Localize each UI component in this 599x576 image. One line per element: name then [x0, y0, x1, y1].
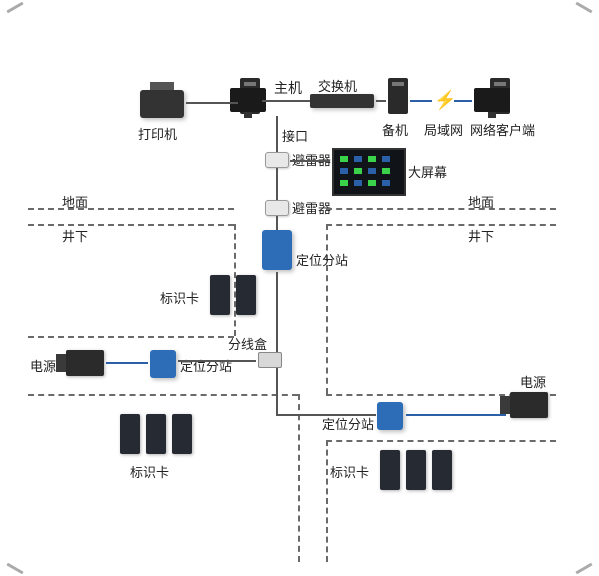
conn-host-spd1 — [276, 116, 278, 152]
bigscreen-icon — [332, 148, 406, 196]
dash-under-right — [326, 224, 556, 226]
power-left-label: 电源 — [30, 356, 56, 375]
jbox-icon — [258, 352, 282, 368]
conn-jbox-down — [276, 368, 278, 414]
frame-corner — [575, 2, 592, 14]
dash-right-down — [326, 440, 328, 562]
lan-label: 局域网 — [424, 120, 463, 139]
host-label: 主机 — [274, 78, 302, 98]
dash-mid-bottom — [28, 394, 298, 396]
frame-corner — [575, 563, 592, 575]
jbox-node — [258, 352, 282, 368]
idcard-icon — [406, 450, 426, 490]
power-left-node — [66, 350, 104, 376]
substation3-label: 定位分站 — [322, 414, 374, 433]
spd-icon — [265, 152, 289, 168]
bigscreen-node — [332, 148, 406, 196]
conn-lan-client — [454, 100, 472, 102]
idcard-icon — [210, 275, 230, 315]
switch-node — [310, 94, 374, 108]
frame-corner — [6, 563, 23, 575]
under-left-label: 井下 — [62, 226, 88, 245]
dash-surface-right — [326, 208, 556, 210]
switch-label: 交换机 — [318, 76, 357, 95]
dash-mid-top — [28, 336, 234, 338]
substation-icon — [377, 402, 403, 430]
dash-under-left — [28, 224, 234, 226]
power-icon — [66, 350, 104, 376]
dash-mid-down — [298, 394, 300, 562]
host-monitor-icon — [230, 88, 266, 112]
client-monitor-icon — [474, 88, 510, 112]
backup-tower-icon — [388, 78, 408, 114]
conn-sub2-jbox — [178, 360, 256, 362]
dash-right-bottom — [326, 440, 556, 442]
conn-spd-screen — [290, 160, 330, 162]
substation-icon — [262, 230, 292, 270]
conn-spd1-spd2 — [276, 168, 278, 200]
conn-sub1-jbox — [276, 272, 278, 352]
idcard-icon — [432, 450, 452, 490]
power-right-node — [510, 392, 548, 418]
spd-icon — [265, 200, 289, 216]
idcard-icon — [236, 275, 256, 315]
dash-surface-left — [28, 208, 234, 210]
idcard1-label: 标识卡 — [160, 288, 199, 307]
substation2-node — [150, 350, 176, 378]
backup-node — [388, 78, 408, 114]
conn-powerl-sub2 — [106, 362, 148, 364]
conn-sub3-powerr — [406, 414, 506, 416]
frame-corner — [6, 2, 23, 14]
conn-host-switch — [262, 100, 310, 102]
substation1-node — [262, 230, 292, 270]
interface-label: 接口 — [282, 126, 308, 145]
diagram-canvas: 打印机 主机 交换机 备机 ⚡ 局域网 网络客户端 接口 避雷器 避雷器 — [0, 0, 599, 576]
power-right-label: 电源 — [520, 372, 546, 391]
client-node — [490, 78, 510, 114]
host-node — [240, 78, 260, 114]
client-label: 网络客户端 — [470, 120, 535, 139]
printer-icon — [140, 90, 184, 118]
substation2-label: 定位分站 — [180, 356, 232, 375]
idcard3-label: 标识卡 — [330, 462, 369, 481]
conn-switch-backup — [376, 100, 386, 102]
spd1-node — [265, 152, 289, 168]
spd2-node — [265, 200, 289, 216]
substation1-label: 定位分站 — [296, 250, 348, 269]
backup-label: 备机 — [382, 120, 408, 139]
bigscreen-label: 大屏幕 — [408, 162, 447, 181]
printer-label: 打印机 — [138, 124, 177, 143]
idcard-icon — [172, 414, 192, 454]
idcard-icon — [120, 414, 140, 454]
switch-icon — [310, 94, 374, 108]
jbox-label: 分线盒 — [228, 334, 267, 353]
surface-left-label: 地面 — [62, 192, 88, 211]
surface-right-label: 地面 — [468, 192, 494, 211]
under-right-label: 井下 — [468, 226, 494, 245]
idcard-icon — [380, 450, 400, 490]
conn-backup-lan — [410, 100, 432, 102]
printer-node — [140, 90, 184, 118]
conn-printer-host — [186, 102, 238, 104]
idcard-icon — [146, 414, 166, 454]
power-icon — [510, 392, 548, 418]
substation-icon — [150, 350, 176, 378]
idcard2-label: 标识卡 — [130, 462, 169, 481]
substation3-node — [377, 402, 403, 430]
